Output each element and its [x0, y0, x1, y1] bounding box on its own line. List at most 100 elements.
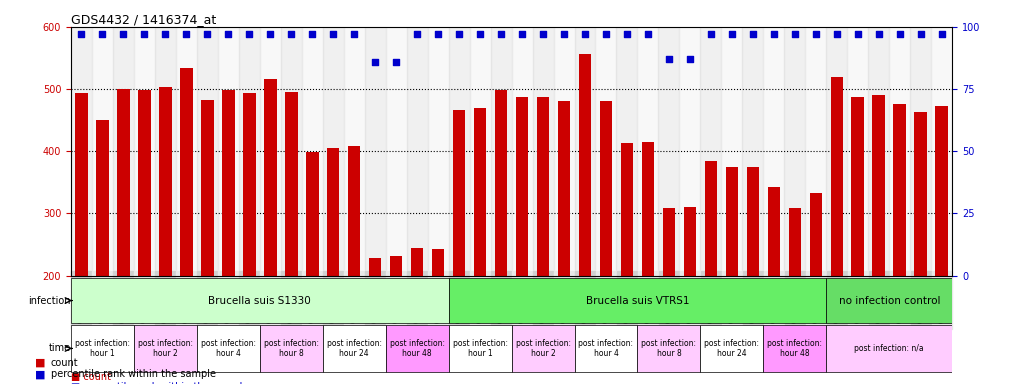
Text: ■: ■	[35, 369, 46, 379]
Bar	[259, 27, 281, 276]
Bar	[868, 27, 889, 276]
FancyBboxPatch shape	[134, 325, 197, 372]
FancyBboxPatch shape	[449, 325, 512, 372]
Text: count: count	[51, 358, 78, 368]
Bar	[764, 27, 784, 276]
Point	[556, 31, 572, 37]
Bar	[743, 27, 764, 276]
Bar	[658, 27, 680, 276]
Point	[472, 31, 488, 37]
Bar	[390, 257, 402, 384]
Bar	[474, 108, 486, 384]
Bar	[600, 101, 612, 384]
Bar	[138, 90, 151, 384]
Point	[871, 31, 887, 37]
Bar	[512, 27, 533, 276]
Text: infection: infection	[28, 296, 71, 306]
Bar	[201, 100, 214, 384]
Bar	[721, 27, 743, 276]
Bar	[700, 27, 721, 276]
Bar	[222, 90, 235, 384]
Bar	[386, 27, 406, 276]
Bar	[494, 90, 508, 384]
Bar	[281, 27, 302, 276]
FancyBboxPatch shape	[827, 278, 952, 323]
Point	[346, 31, 363, 37]
Point	[577, 31, 594, 37]
FancyBboxPatch shape	[764, 325, 827, 372]
Bar	[285, 92, 298, 384]
Bar	[155, 27, 176, 276]
Bar	[684, 207, 696, 384]
Point	[934, 31, 950, 37]
Bar	[264, 79, 277, 384]
Bar	[915, 112, 927, 384]
Point	[409, 31, 425, 37]
Point	[220, 31, 236, 37]
Bar	[637, 27, 658, 276]
Bar	[490, 27, 512, 276]
Text: post infection:
hour 24: post infection: hour 24	[704, 339, 760, 358]
Bar	[847, 27, 868, 276]
Text: post infection:
hour 8: post infection: hour 8	[263, 339, 319, 358]
Point	[745, 31, 761, 37]
Text: post infection:
hour 4: post infection: hour 4	[201, 339, 256, 358]
Point	[493, 31, 510, 37]
Bar	[663, 208, 676, 384]
Bar	[641, 142, 654, 384]
Point	[451, 31, 467, 37]
Bar	[112, 27, 134, 276]
FancyBboxPatch shape	[637, 325, 700, 372]
Bar	[596, 27, 617, 276]
Point	[660, 56, 677, 62]
Bar	[134, 27, 155, 276]
Bar	[809, 193, 823, 384]
Point	[724, 31, 741, 37]
FancyBboxPatch shape	[700, 325, 764, 372]
Point	[913, 31, 929, 37]
FancyBboxPatch shape	[574, 325, 637, 372]
Bar	[852, 97, 864, 384]
Point	[703, 31, 719, 37]
Bar	[92, 27, 112, 276]
Point	[115, 31, 132, 37]
Bar	[302, 27, 323, 276]
Bar	[71, 27, 92, 276]
Text: time: time	[49, 343, 71, 353]
Bar	[931, 27, 952, 276]
Point	[829, 31, 845, 37]
Point	[682, 56, 698, 62]
Bar	[197, 27, 218, 276]
FancyBboxPatch shape	[827, 325, 952, 372]
Text: post infection: n/a: post infection: n/a	[854, 344, 924, 353]
Bar	[218, 27, 239, 276]
Text: post infection:
hour 48: post infection: hour 48	[767, 339, 823, 358]
Bar	[553, 27, 574, 276]
Bar	[449, 27, 470, 276]
Bar	[159, 86, 171, 384]
Text: post infection:
hour 1: post infection: hour 1	[75, 339, 130, 358]
Text: post infection:
hour 2: post infection: hour 2	[516, 339, 570, 358]
Point	[262, 31, 279, 37]
Bar	[889, 27, 911, 276]
Point	[807, 31, 824, 37]
FancyBboxPatch shape	[71, 325, 134, 372]
Point	[325, 31, 341, 37]
Point	[640, 31, 656, 37]
FancyBboxPatch shape	[71, 278, 449, 323]
Bar	[621, 142, 633, 384]
Bar	[96, 119, 108, 384]
Bar	[176, 27, 197, 276]
Text: GDS4432 / 1416374_at: GDS4432 / 1416374_at	[71, 13, 216, 26]
Text: no infection control: no infection control	[839, 296, 940, 306]
Bar	[453, 109, 465, 384]
Point	[431, 31, 447, 37]
Bar	[680, 27, 700, 276]
Bar	[323, 27, 343, 276]
Bar	[533, 27, 553, 276]
Point	[283, 31, 300, 37]
Bar	[558, 101, 570, 384]
Text: post infection:
hour 2: post infection: hour 2	[138, 339, 192, 358]
Text: ■: ■	[35, 358, 46, 368]
Point	[850, 31, 866, 37]
